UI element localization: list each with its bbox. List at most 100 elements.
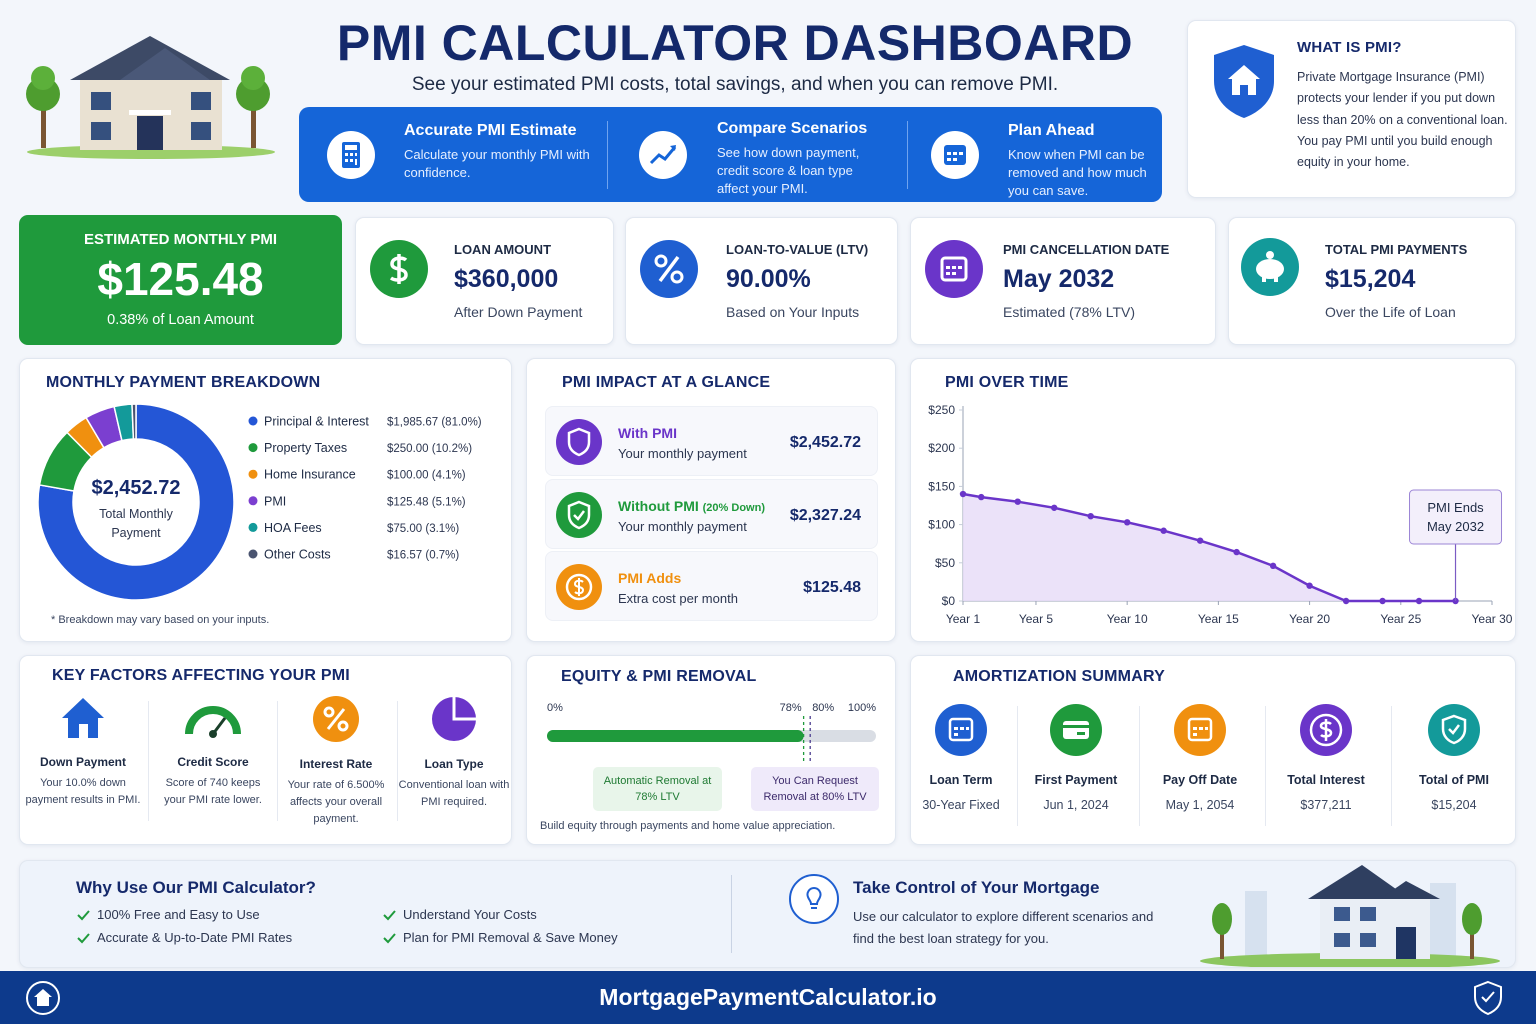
banner-title: Take Control of Your Mortgage (853, 878, 1100, 897)
bulb-icon (789, 874, 839, 924)
home-button-icon (26, 981, 60, 1015)
feature-title: Plan Ahead (1008, 122, 1095, 139)
factor-text: Your rate of 6.500% affects your overall… (287, 779, 385, 825)
calendar-icon (935, 704, 987, 756)
section-title: PMI OVER TIME (945, 374, 1069, 391)
amort-item: Pay Off Date May 1, 2054 (1141, 704, 1259, 812)
feature-title: Compare Scenarios (717, 120, 868, 137)
row-value: $2,327.24 (789, 507, 861, 524)
shield-check-icon (556, 492, 602, 538)
dollar-icon (1300, 704, 1352, 756)
divider (1391, 706, 1392, 826)
kpi-value: 90.00% (726, 265, 811, 293)
amort-value: Jun 1, 2024 (1043, 798, 1109, 812)
factor-title: Loan Type (424, 757, 484, 771)
amort-value: 30-Year Fixed (922, 798, 1000, 812)
footer-site: MortgagePaymentCalculator.io (599, 984, 937, 1010)
amort-label: Pay Off Date (1162, 773, 1238, 787)
divider (397, 701, 398, 821)
kpi-label: TOTAL PMI PAYMENTS (1325, 242, 1468, 257)
factor: Credit Score Score of 740 keeps your PMI … (154, 696, 272, 809)
feature-text: Know when PMI can be removed and how muc… (1008, 147, 1147, 198)
page-title: PMI CALCULATOR DASHBOARD (336, 15, 1134, 71)
chart-note: * Breakdown may vary based on your input… (51, 614, 270, 626)
calendar-icon (931, 131, 979, 179)
amort-item: Loan Term 30-Year Fixed (902, 704, 1020, 812)
equity-card: EQUITY & PMI REMOVAL Automatic Removal a… (526, 655, 896, 845)
kpi-note: 0.38% of Loan Amount (107, 312, 254, 328)
shield-icon (1474, 980, 1502, 1016)
home-icon (62, 698, 104, 738)
impact-row: PMI Adds Extra cost per month $125.48 (545, 551, 878, 621)
impact-row: Without PMI (20% Down) Your monthly paym… (545, 479, 878, 549)
footer-bar: MortgagePaymentCalculator.io (0, 971, 1536, 1024)
amortization-card: AMORTIZATION SUMMARY Loan Term 30-Year Fi… (910, 655, 1516, 845)
row-title: PMI Adds (618, 570, 682, 586)
why-item: Plan for PMI Removal & Save Money (403, 930, 618, 945)
factor-text: Conventional loan with PMI required. (398, 779, 510, 808)
section-title: AMORTIZATION SUMMARY (953, 668, 1165, 685)
breakdown-card: MONTHLY PAYMENT BREAKDOWN * Breakdown ma… (19, 358, 512, 642)
feature: Accurate PMI Estimate Calculate your mont… (404, 122, 594, 182)
shield-icon (1428, 704, 1480, 756)
amort-label: Loan Term (929, 773, 993, 787)
why-item: Accurate & Up-to-Date PMI Rates (97, 930, 293, 945)
section-title: PMI IMPACT AT A GLANCE (562, 374, 771, 391)
amort-label: First Payment (1034, 773, 1118, 787)
chart-icon (639, 131, 687, 179)
factor-text: Your 10.0% down payment results in PMI. (25, 777, 141, 806)
dollar-icon (370, 240, 428, 298)
row-title: Without PMI (20% Down) (618, 498, 765, 514)
divider (277, 701, 278, 821)
kpi: PMI CANCELLATION DATE May 2032 Estimated (… (1003, 242, 1169, 320)
coin-icon (556, 564, 602, 610)
impact-row: With PMI Your monthly payment $2,452.72 (545, 406, 878, 476)
amort-item: Total of PMI $15,204 (1395, 704, 1513, 812)
factor: Loan Type Conventional loan with PMI requ… (395, 696, 513, 811)
what-is-pmi-card: WHAT IS PMI? Private Mortgage Insurance … (1187, 20, 1516, 198)
factor-title: Interest Rate (299, 757, 373, 771)
amort-item: Total Interest $377,211 (1267, 704, 1385, 812)
row-title-text: Without PMI (618, 498, 699, 514)
impact-card: PMI IMPACT AT A GLANCE With PMI Your mon… (526, 358, 896, 642)
divider (1017, 706, 1018, 826)
amort-value: $15,204 (1431, 798, 1477, 812)
shield-icon (556, 419, 602, 465)
banner-title: Why Use Our PMI Calculator? (76, 878, 316, 897)
removal-box: You Can Request Removal at 80% LTV (751, 767, 879, 811)
percent-icon (313, 696, 359, 742)
amort-label: Total of PMI (1419, 773, 1489, 787)
row-title: With PMI (618, 425, 677, 441)
bottom-banner: Why Use Our PMI Calculator? 100% Free an… (19, 860, 1516, 968)
percent-icon (640, 240, 698, 298)
banner-text: Use our calculator to explore different … (853, 909, 1154, 946)
kpi-note: After Down Payment (454, 304, 583, 320)
kpi-label: LOAN AMOUNT (454, 242, 552, 257)
removal-box: Automatic Removal at 78% LTV (593, 767, 722, 811)
row-value: $2,452.72 (789, 434, 861, 451)
section-title: EQUITY & PMI REMOVAL (561, 668, 757, 685)
divider (148, 701, 149, 821)
factor-text: Score of 740 keeps your PMI rate lower. (164, 777, 262, 806)
section-text: Private Mortgage Insurance (PMI) protect… (1297, 70, 1508, 170)
divider (731, 875, 732, 953)
kpi-card: TOTAL PMI PAYMENTS $15,204 Over the Life o… (1228, 217, 1516, 345)
row-tag: (20% Down) (702, 502, 765, 514)
divider (907, 121, 908, 189)
gauge-icon (185, 706, 241, 738)
section-title: WHAT IS PMI? (1297, 39, 1402, 56)
row-value: $125.48 (803, 579, 861, 596)
shield-icon (1214, 45, 1274, 118)
factor: Interest Rate Your rate of 6.500% affects… (277, 696, 395, 828)
amort-label: Total Interest (1287, 773, 1365, 787)
row-subtitle: Your monthly payment (618, 446, 747, 461)
kpi-label: LOAN-TO-VALUE (LTV) (726, 242, 869, 257)
feature-text: See how down payment, credit score & loa… (717, 145, 860, 196)
factor: Down Payment Your 10.0% down payment resu… (24, 696, 142, 809)
kpi: TOTAL PMI PAYMENTS $15,204 Over the Life o… (1325, 242, 1467, 320)
feature: Compare Scenarios See how down payment, c… (717, 120, 887, 198)
kpi-note: Based on Your Inputs (726, 304, 860, 320)
equity-note: Build equity through payments and home v… (540, 820, 836, 832)
